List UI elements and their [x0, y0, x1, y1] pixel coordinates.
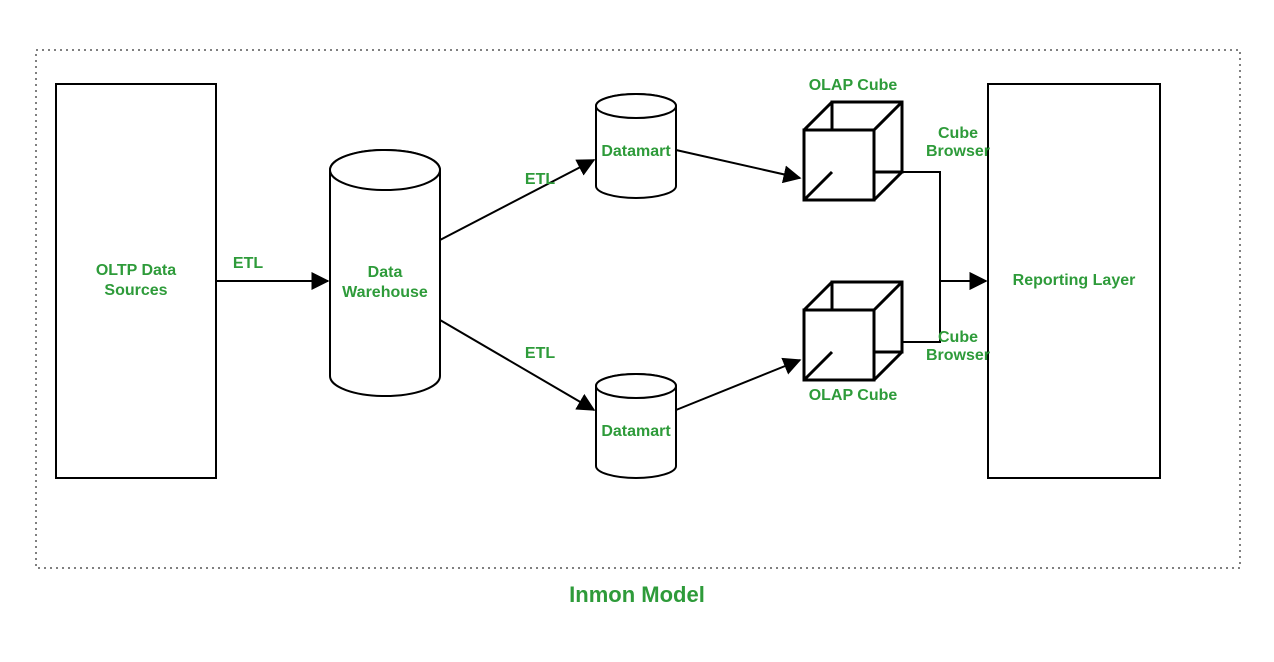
node-oltp: [56, 84, 216, 478]
label-dw-2: Warehouse: [342, 284, 428, 301]
edge-label-2: ETL: [525, 345, 555, 362]
edge-label-0: ETL: [233, 255, 263, 272]
node-cube1: [804, 102, 902, 200]
label-dw-1: Data: [368, 264, 403, 281]
edge-label-5-b: Browser: [926, 143, 990, 160]
label-oltp-1: OLTP Data: [96, 262, 176, 279]
edge-label-6-b: Browser: [926, 347, 990, 364]
label-dm2: Datamart: [601, 423, 671, 440]
label-cube1: OLAP Cube: [809, 77, 898, 94]
label-oltp-2: Sources: [104, 282, 167, 299]
edge-label-1: ETL: [525, 171, 555, 188]
label-report: Reporting Layer: [1013, 272, 1136, 289]
edge-dm1-cube1: [676, 150, 800, 178]
edge-cube1-report: [902, 172, 986, 281]
node-cube2: [804, 282, 902, 380]
edge-dw-dm1: [440, 160, 594, 240]
label-cube2: OLAP Cube: [809, 387, 898, 404]
edge-dw-dm2: [440, 320, 594, 410]
edge-label-5: Cube: [938, 125, 978, 142]
edge-dm2-cube2: [676, 360, 800, 410]
label-dm1: Datamart: [601, 143, 671, 160]
inmon-model-diagram: Inmon Model OLTP Data Sources Data Warehouse…: [0, 0, 1274, 662]
edge-label-6: Cube: [938, 329, 978, 346]
diagram-title: Inmon Model: [569, 582, 705, 607]
